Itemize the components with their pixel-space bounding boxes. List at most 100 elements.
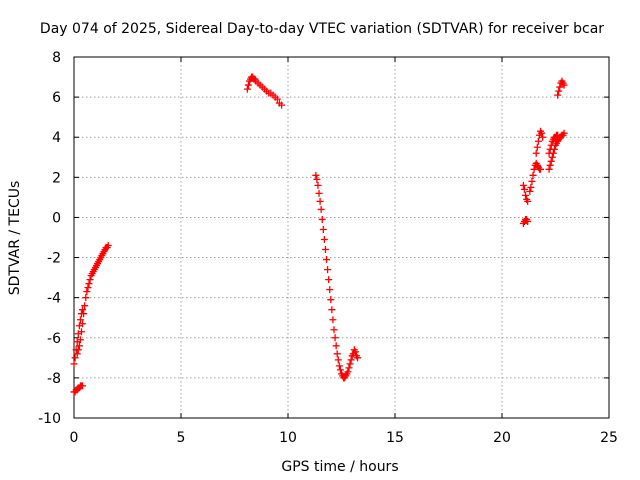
data-point [244, 81, 252, 89]
data-point [74, 346, 82, 354]
data-point [529, 171, 537, 179]
data-point [316, 197, 324, 205]
data-point [527, 183, 535, 191]
data-point [537, 165, 545, 173]
data-point [555, 87, 563, 95]
data-point [526, 187, 534, 195]
data-point [317, 205, 325, 213]
chart-title: Day 074 of 2025, Sidereal Day-to-day VTE… [40, 21, 604, 37]
data-point [333, 350, 341, 358]
y-tick-label: 4 [52, 130, 61, 146]
data-point [556, 83, 564, 91]
x-tick-label: 5 [177, 430, 186, 446]
data-point [273, 95, 281, 103]
data-point [75, 342, 83, 350]
data-point [79, 306, 87, 314]
data-point [539, 133, 547, 141]
data-point [346, 360, 354, 368]
data-point [83, 288, 91, 296]
data-point [351, 348, 359, 356]
plot-frame [73, 56, 610, 419]
data-point [86, 276, 94, 284]
data-point [85, 280, 93, 288]
tick-labels: 0 5 10 15 20 25 -10 -8 -6 -4 -2 0 2 4 6 8 [38, 50, 618, 446]
data-point [73, 350, 81, 358]
data-point [528, 177, 536, 185]
x-tick-label: 20 [493, 430, 511, 446]
y-tick-label: -6 [47, 331, 61, 347]
y-tick-label: -2 [47, 251, 61, 267]
data-point [545, 149, 553, 157]
data-point [104, 242, 112, 250]
data-point [547, 157, 555, 165]
x-tick-label: 10 [279, 430, 297, 446]
data-point [319, 225, 327, 233]
data-point [243, 85, 251, 93]
x-tick-label: 25 [600, 430, 618, 446]
data-point [70, 360, 78, 368]
data-point [325, 276, 333, 284]
data-point [546, 145, 554, 153]
data-point [330, 326, 338, 334]
data-point [323, 256, 331, 264]
data-point [84, 284, 92, 292]
data-point [314, 181, 322, 189]
y-tick-label: 8 [52, 50, 61, 66]
data-point [77, 328, 85, 336]
grid [74, 57, 609, 418]
y-tick-label: -8 [47, 371, 61, 387]
data-point [554, 91, 562, 99]
data-point [324, 266, 332, 274]
data-point [344, 368, 352, 376]
data-point [79, 382, 87, 390]
data-point [81, 302, 89, 310]
data-point [80, 310, 88, 318]
y-axis-label: SDTVAR / TECUs [7, 181, 23, 296]
data-point [545, 165, 553, 173]
data-point [315, 189, 323, 197]
data-point [82, 294, 90, 302]
data-point [76, 336, 84, 344]
data-point [328, 306, 336, 314]
data-point [278, 101, 286, 109]
data-point [331, 334, 339, 342]
data-point [313, 175, 321, 183]
data-point [334, 356, 342, 364]
data-point [548, 153, 556, 161]
data-point [329, 316, 337, 324]
data-point [347, 356, 355, 364]
data-point [335, 362, 343, 370]
data-point [560, 129, 568, 137]
data-point [522, 191, 530, 199]
data-point [345, 364, 353, 372]
data-point [554, 131, 562, 139]
y-tick-label: -4 [47, 291, 61, 307]
x-axis-label: GPS time / hours [281, 459, 398, 475]
data-point [321, 246, 329, 254]
data-point [318, 215, 326, 223]
data-point [533, 143, 541, 151]
y-tick-label: 0 [52, 210, 61, 226]
data-point [320, 236, 328, 244]
data-point [326, 286, 334, 294]
data-point [524, 197, 532, 205]
data-point [332, 342, 340, 350]
data-point [524, 217, 532, 225]
data-point [336, 366, 344, 374]
data-point [79, 320, 87, 328]
y-tick-label: 6 [52, 90, 61, 106]
data-point [354, 354, 362, 362]
y-tick-label: -10 [38, 411, 61, 427]
data-point [76, 316, 84, 324]
data-point [547, 141, 555, 149]
data-point [327, 296, 335, 304]
data-markers [70, 73, 568, 396]
data-point [532, 149, 540, 157]
data-point [312, 171, 320, 179]
x-tick-label: 0 [70, 430, 79, 446]
data-point [534, 137, 542, 145]
data-point [71, 354, 79, 362]
y-tick-label: 2 [52, 170, 61, 186]
data-point [519, 181, 527, 189]
